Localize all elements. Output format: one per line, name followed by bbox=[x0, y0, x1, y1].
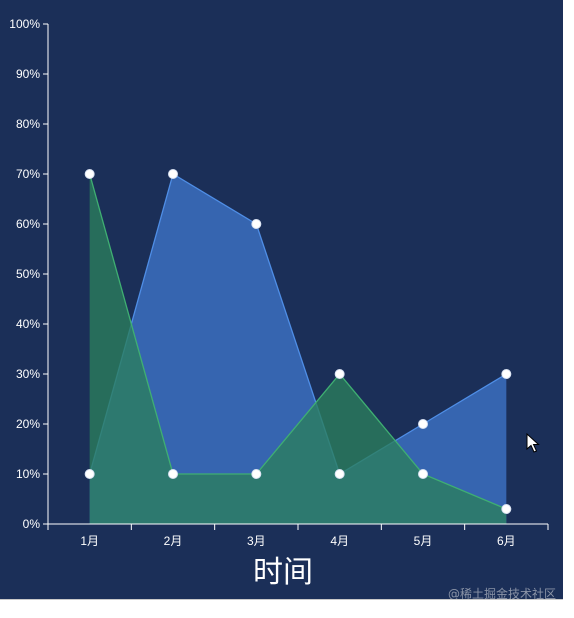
x-tick-label: 1月 bbox=[80, 534, 99, 548]
mouse-pointer-icon bbox=[526, 433, 540, 453]
series-line bbox=[89, 173, 507, 475]
y-tick-label: 0% bbox=[23, 517, 41, 531]
data-point bbox=[418, 469, 428, 479]
bottom-rule bbox=[0, 599, 563, 600]
x-axis-ticks: 1月 2月 3月 4月 5月 6月 bbox=[47, 524, 549, 548]
x-tick-label: 5月 bbox=[414, 534, 433, 548]
data-point bbox=[251, 469, 262, 479]
data-point bbox=[168, 169, 178, 179]
data-point bbox=[418, 419, 428, 429]
y-axis-ticks: 0% 10% 20% 30% 40% 50% 60% 70% 80% 90% 100% bbox=[9, 17, 48, 531]
data-point bbox=[334, 369, 345, 379]
y-tick-label: 10% bbox=[16, 467, 40, 481]
data-point bbox=[251, 219, 262, 229]
x-tick-label: 4月 bbox=[330, 534, 349, 548]
x-tick-label: 2月 bbox=[164, 534, 183, 548]
series-area bbox=[89, 174, 507, 524]
data-point bbox=[168, 469, 178, 479]
x-tick-label: 3月 bbox=[247, 534, 266, 548]
data-point bbox=[84, 469, 95, 479]
y-tick-label: 60% bbox=[16, 217, 40, 231]
data-point bbox=[84, 169, 95, 179]
y-tick-label: 90% bbox=[16, 67, 40, 81]
data-point bbox=[501, 369, 512, 379]
series-line bbox=[89, 173, 507, 510]
watermark: @稀土掘金技术社区 bbox=[448, 586, 556, 599]
data-markers bbox=[84, 169, 512, 514]
data-point bbox=[501, 504, 512, 514]
y-tick-label: 20% bbox=[16, 417, 40, 431]
series-areas bbox=[89, 173, 507, 524]
x-axis-title: 时间 bbox=[253, 555, 313, 590]
y-tick-label: 30% bbox=[16, 367, 40, 381]
y-tick-label: 70% bbox=[16, 167, 40, 181]
y-tick-label: 100% bbox=[9, 17, 40, 31]
area-chart: 0% 10% 20% 30% 40% 50% 60% 70% 80% 90% 100% 1月 2月 3月… bbox=[9, 17, 556, 599]
y-tick-label: 80% bbox=[16, 117, 40, 131]
x-tick-label: 6月 bbox=[497, 534, 516, 548]
y-tick-label: 40% bbox=[16, 317, 40, 331]
data-point bbox=[334, 469, 345, 479]
y-tick-label: 50% bbox=[16, 267, 40, 281]
